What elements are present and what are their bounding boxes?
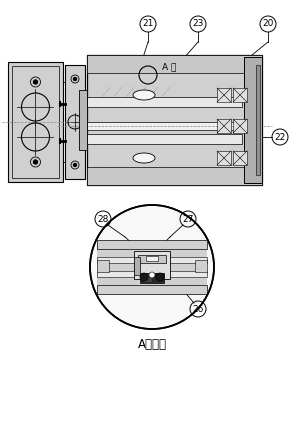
Bar <box>146 256 158 261</box>
Bar <box>233 88 247 102</box>
Text: 22: 22 <box>274 132 286 142</box>
Bar <box>87 122 242 130</box>
Bar <box>87 55 262 73</box>
Text: 20: 20 <box>262 20 274 28</box>
Text: A 部: A 部 <box>162 62 176 72</box>
Bar <box>144 274 152 282</box>
Bar <box>217 119 231 133</box>
Circle shape <box>149 272 155 278</box>
Bar <box>97 260 109 272</box>
Circle shape <box>33 80 38 84</box>
Text: 28: 28 <box>97 215 109 223</box>
Circle shape <box>73 163 76 166</box>
Circle shape <box>73 77 76 80</box>
Bar <box>134 251 170 279</box>
Circle shape <box>90 205 214 329</box>
Bar <box>85 138 87 144</box>
Bar <box>87 97 242 107</box>
Bar <box>140 273 164 283</box>
Text: 21: 21 <box>142 20 154 28</box>
Text: 23: 23 <box>192 20 204 28</box>
Bar <box>233 151 247 165</box>
Bar <box>97 257 207 263</box>
Bar <box>8 62 63 182</box>
Circle shape <box>140 273 148 281</box>
Bar <box>87 134 242 144</box>
Bar <box>85 101 87 107</box>
Bar <box>12 66 59 178</box>
Bar <box>87 167 262 185</box>
Bar <box>195 260 207 272</box>
Bar <box>134 257 140 275</box>
Text: A部詳細: A部詳細 <box>138 339 166 351</box>
Text: 26: 26 <box>192 305 204 313</box>
Ellipse shape <box>133 153 155 163</box>
Bar <box>79 90 87 150</box>
Bar <box>217 151 231 165</box>
Text: 27: 27 <box>182 215 194 223</box>
Bar <box>244 57 262 183</box>
Bar <box>65 65 85 179</box>
Bar <box>217 88 231 102</box>
Bar <box>233 119 247 133</box>
Bar <box>97 271 207 277</box>
Bar <box>97 243 207 289</box>
Circle shape <box>156 273 164 281</box>
Circle shape <box>33 160 38 164</box>
Bar <box>97 240 207 249</box>
Ellipse shape <box>133 90 155 100</box>
Bar <box>138 255 166 263</box>
Bar <box>87 55 262 185</box>
Bar <box>256 65 260 175</box>
Bar <box>97 285 207 294</box>
